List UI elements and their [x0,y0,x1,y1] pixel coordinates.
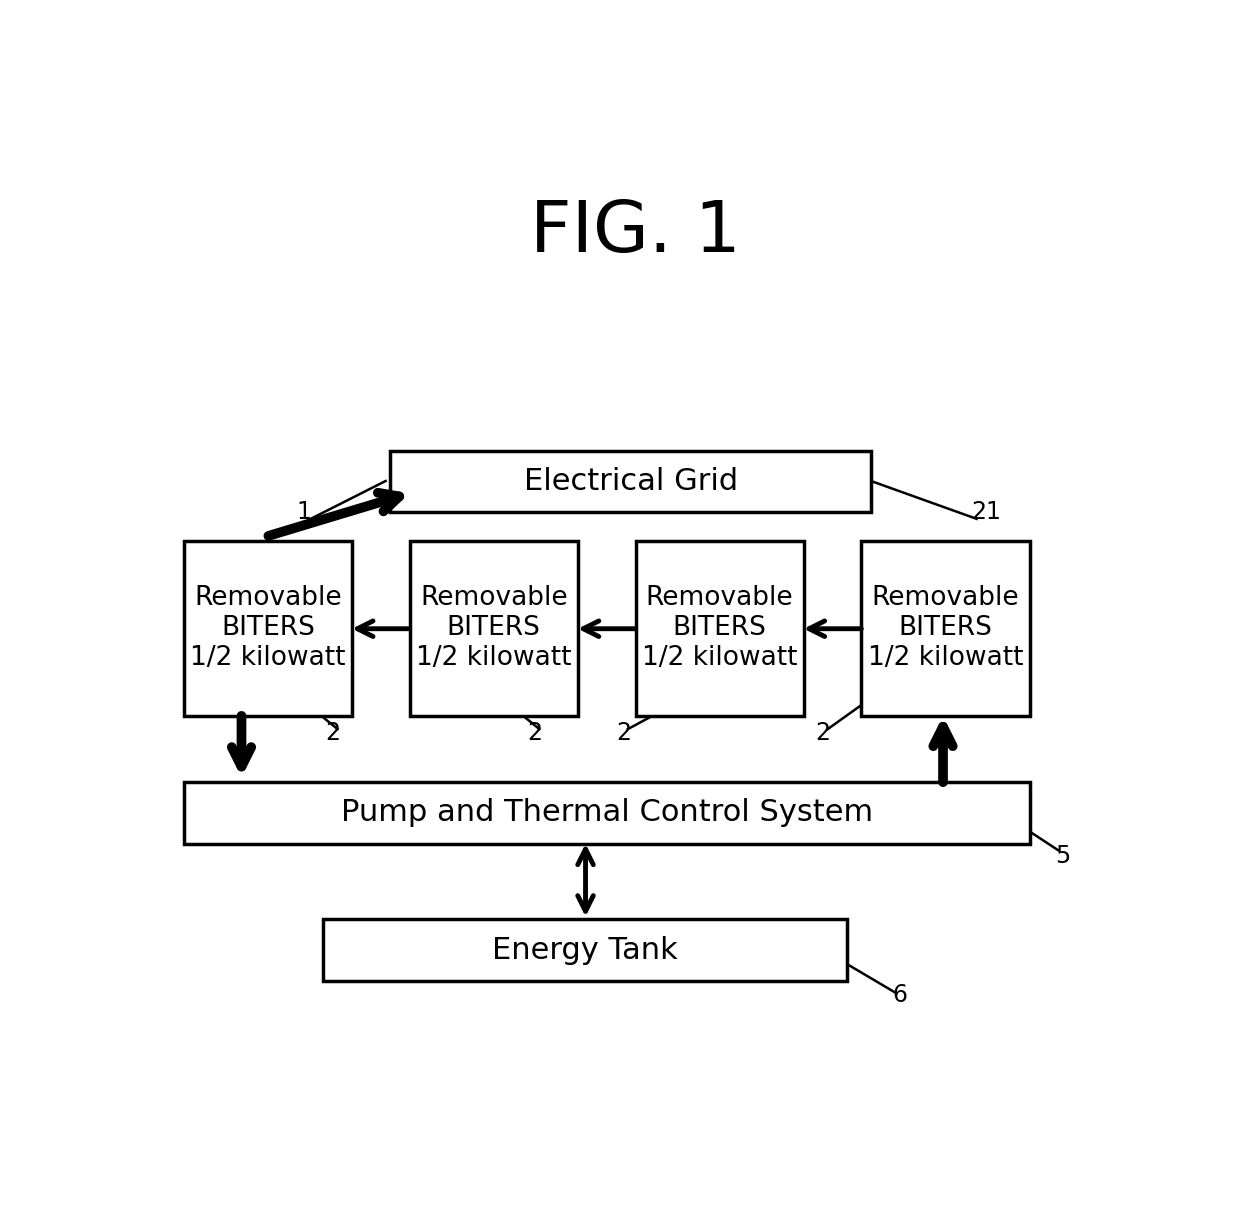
Text: 2: 2 [816,721,831,745]
Bar [409,541,578,716]
Bar [324,920,847,982]
Bar [391,450,870,512]
FancyArrowPatch shape [357,621,409,636]
Text: Removable
BITERS
1/2 kilowatt: Removable BITERS 1/2 kilowatt [868,585,1023,672]
Text: Energy Tank: Energy Tank [492,936,678,964]
Text: 5: 5 [1055,844,1071,868]
Text: FIG. 1: FIG. 1 [531,198,740,267]
Text: Removable
BITERS
1/2 kilowatt: Removable BITERS 1/2 kilowatt [642,585,797,672]
Bar [184,782,1029,844]
FancyArrowPatch shape [810,621,862,636]
Text: 2: 2 [325,721,340,745]
FancyArrowPatch shape [583,621,635,636]
Bar [635,541,804,716]
Text: 1: 1 [296,501,311,524]
Text: 2: 2 [616,721,631,745]
Text: 2: 2 [527,721,542,745]
Text: 6: 6 [893,983,908,1007]
FancyArrowPatch shape [934,727,952,782]
Bar [862,541,1029,716]
FancyArrowPatch shape [268,493,399,536]
Bar [184,541,352,716]
Text: Electrical Grid: Electrical Grid [523,467,738,496]
Text: Removable
BITERS
1/2 kilowatt: Removable BITERS 1/2 kilowatt [190,585,346,672]
Text: Removable
BITERS
1/2 kilowatt: Removable BITERS 1/2 kilowatt [415,585,572,672]
Text: Pump and Thermal Control System: Pump and Thermal Control System [341,798,873,828]
Text: 21: 21 [971,501,1001,524]
FancyArrowPatch shape [232,716,252,766]
FancyArrowPatch shape [578,849,593,911]
